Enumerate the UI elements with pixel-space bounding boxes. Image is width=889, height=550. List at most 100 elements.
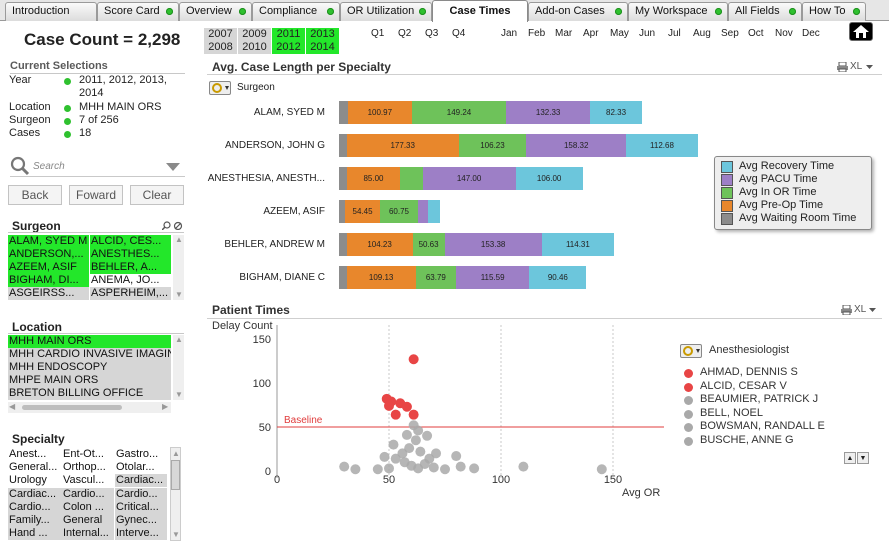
tab-my-workspace[interactable]: My Workspace — [628, 2, 728, 21]
month-option[interactable]: Sep — [721, 28, 739, 39]
legend-entry[interactable]: BEAUMIER, PATRICK J — [700, 393, 819, 405]
bar-segment[interactable]: 147.00 — [422, 167, 516, 190]
list-item[interactable]: Internal... — [62, 527, 114, 540]
scatter-point[interactable] — [440, 464, 450, 475]
quarter-option[interactable]: Q1 — [371, 28, 385, 39]
scrollbar-thumb[interactable] — [22, 405, 122, 410]
scatter-point[interactable] — [428, 462, 439, 473]
year-option[interactable]: 2013 — [306, 28, 339, 41]
scrollbar[interactable] — [170, 447, 181, 541]
export-excel-button[interactable]: XL — [854, 304, 867, 315]
quarter-option[interactable]: Q4 — [452, 28, 466, 39]
legend-entry[interactable]: BOWSMAN, RANDALL E — [700, 420, 825, 432]
scatter-point[interactable] — [469, 463, 480, 474]
list-item[interactable]: General — [62, 514, 114, 527]
bar-segment[interactable]: 158.32 — [526, 134, 627, 157]
bar-segment[interactable] — [427, 200, 441, 223]
tab-all-fields[interactable]: All Fields — [728, 2, 802, 21]
year-option[interactable]: 2014 — [306, 41, 339, 54]
year-option[interactable]: 2011 — [272, 28, 305, 41]
scatter-point[interactable] — [431, 448, 442, 459]
bar-segment[interactable]: 85.00 — [346, 167, 401, 190]
list-item[interactable]: Cardio... — [115, 488, 167, 501]
scatter-point[interactable] — [401, 401, 412, 412]
scroll-up-icon[interactable]: ▲ — [172, 449, 180, 458]
bar-segment[interactable]: 115.59 — [456, 266, 530, 289]
list-item[interactable]: ANESTHES... — [90, 248, 171, 261]
scatter-point[interactable] — [596, 464, 607, 475]
tab-add-on-cases[interactable]: Add-on Cases — [528, 2, 628, 21]
month-option[interactable]: Feb — [528, 28, 546, 39]
month-option[interactable]: May — [610, 28, 629, 39]
bar-segment[interactable]: 54.45 — [345, 200, 380, 223]
tab-overview[interactable]: Overview — [179, 2, 252, 21]
year-option[interactable]: 2010 — [238, 41, 271, 54]
legend-entry[interactable]: ALCID, CESAR V — [700, 379, 787, 392]
scatter-point[interactable] — [518, 461, 529, 472]
scroll-down-icon[interactable]: ▼ — [172, 530, 180, 539]
month-option[interactable]: Oct — [748, 28, 764, 39]
list-item[interactable]: Ent-Ot... — [62, 448, 114, 461]
month-option[interactable]: Jul — [668, 28, 681, 39]
list-item[interactable]: Urology — [8, 474, 62, 487]
scroll-left-icon[interactable]: ◀ — [9, 402, 16, 411]
home-button[interactable] — [849, 22, 873, 41]
bar-segment[interactable] — [339, 266, 347, 289]
list-item[interactable]: BRETON BILLING OFFICE — [8, 387, 171, 400]
tab-or-utilization[interactable]: OR Utilization — [340, 2, 432, 21]
bar-segment[interactable] — [339, 101, 348, 124]
quarter-option[interactable]: Q3 — [425, 28, 439, 39]
list-item[interactable]: BIGHAM, DI... — [8, 274, 89, 287]
scatter-point[interactable] — [390, 409, 401, 420]
list-item[interactable]: Gastro... — [115, 448, 167, 461]
scatter-point[interactable] — [384, 400, 394, 411]
month-option[interactable]: Nov — [775, 28, 793, 39]
bar-segment[interactable]: 50.63 — [412, 233, 445, 256]
year-option[interactable]: 2008 — [204, 41, 237, 54]
bar-segment[interactable] — [400, 167, 423, 190]
list-item[interactable]: ALAM, SYED M — [8, 235, 89, 248]
bar-segment[interactable]: 106.00 — [515, 167, 583, 190]
legend-entry[interactable]: AHMAD, DENNIS S — [700, 366, 798, 378]
scatter-point[interactable] — [424, 453, 435, 464]
bar-segment[interactable]: 100.97 — [347, 101, 412, 124]
forward-button[interactable]: Foward — [69, 185, 123, 205]
quarter-option[interactable]: Q2 — [398, 28, 412, 39]
chevron-down-icon[interactable] — [869, 308, 876, 312]
scrollbar-thumb[interactable] — [171, 460, 180, 490]
tab-how-to[interactable]: How To — [802, 2, 866, 21]
tab-compliance[interactable]: Compliance — [252, 2, 340, 21]
bar-segment[interactable]: 60.75 — [379, 200, 419, 223]
print-icon[interactable] — [837, 62, 848, 72]
bar-segment[interactable]: 90.46 — [529, 266, 587, 289]
scrollbar[interactable] — [173, 235, 184, 300]
list-item[interactable]: Family... — [8, 514, 62, 527]
scatter-point[interactable] — [455, 461, 466, 472]
list-item[interactable]: Cardiac... — [8, 488, 62, 501]
export-excel-button[interactable]: XL — [850, 61, 863, 72]
scroll-up-icon[interactable]: ▲ — [175, 335, 183, 344]
tab-introduction[interactable]: Introduction — [5, 2, 97, 21]
scroll-up-icon[interactable]: ▲ — [175, 235, 183, 244]
list-item[interactable]: ALCID, CES... — [90, 235, 171, 248]
scatter-point[interactable] — [339, 461, 350, 472]
bar-segment[interactable]: 149.24 — [411, 101, 507, 124]
back-button[interactable]: Back — [8, 185, 62, 205]
list-item[interactable]: ASPERHEIM,... — [90, 287, 171, 300]
clear-button[interactable]: Clear — [130, 185, 184, 205]
bar-segment[interactable]: 112.68 — [626, 134, 698, 157]
list-item[interactable]: General... — [8, 461, 62, 474]
scrollbar[interactable] — [173, 335, 184, 400]
list-item[interactable]: MHH ENDOSCOPY — [8, 361, 171, 374]
list-item[interactable]: ASGEIRSS... — [8, 287, 89, 300]
month-option[interactable]: Jan — [501, 28, 518, 39]
list-item[interactable]: Orthop... — [62, 461, 114, 474]
list-item[interactable]: Otolar... — [115, 461, 167, 474]
scroll-down-button[interactable]: ▼ — [857, 452, 869, 464]
list-item[interactable]: MHH CARDIO INVASIVE IMAGING — [8, 348, 171, 361]
list-item[interactable]: Cardio... — [8, 501, 62, 514]
list-item[interactable]: Colon ... — [62, 501, 114, 514]
bar-segment[interactable]: 104.23 — [346, 233, 413, 256]
bar-segment[interactable]: 63.79 — [415, 266, 457, 289]
month-option[interactable]: Dec — [802, 28, 820, 39]
